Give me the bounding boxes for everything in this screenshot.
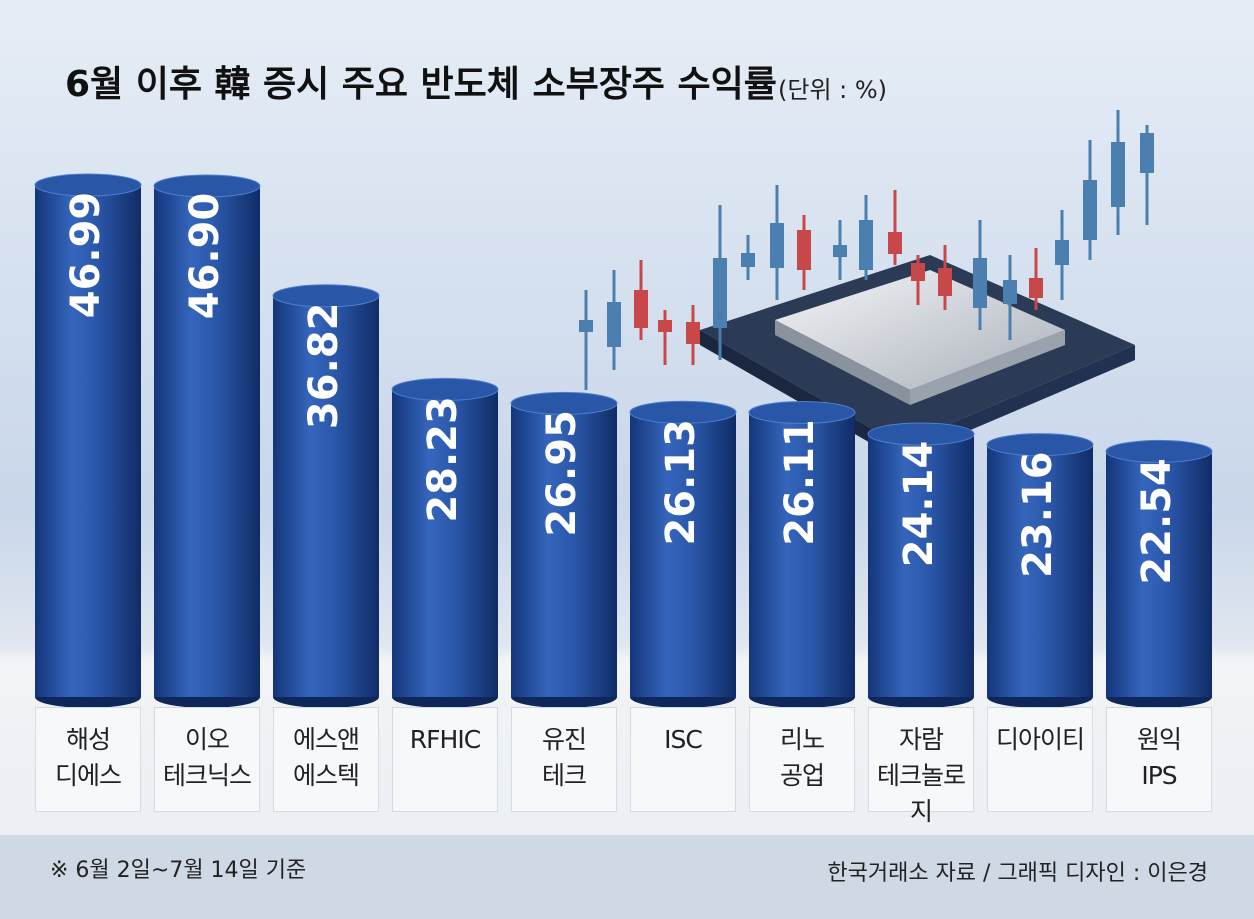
- value-label: 36.82: [301, 303, 347, 430]
- bar: [868, 433, 974, 697]
- category-label: 이오 테크닉스: [154, 707, 260, 812]
- value-label: 26.13: [658, 419, 704, 546]
- bar: [987, 444, 1093, 697]
- category-label: RFHIC: [392, 707, 498, 812]
- value-label: 26.95: [539, 410, 585, 537]
- bar: [1106, 451, 1212, 697]
- category-label: 자람 테크놀로지: [868, 707, 974, 826]
- value-label: 22.54: [1134, 458, 1180, 585]
- bar: [749, 412, 855, 697]
- bar-top: [391, 377, 499, 401]
- bar-top: [867, 422, 975, 446]
- bar: [154, 185, 260, 697]
- chart-subtitle: (단위 : %): [778, 76, 887, 104]
- category-label: 에스앤 에스텍: [273, 707, 379, 812]
- value-label: 46.99: [63, 192, 109, 319]
- category-label: 리노 공업: [749, 707, 855, 812]
- bar-top: [510, 391, 618, 415]
- bar-top: [34, 173, 142, 197]
- bar-top: [153, 174, 261, 198]
- bar-top: [629, 400, 737, 424]
- value-label: 23.16: [1015, 451, 1061, 578]
- footnote: ※ 6월 2일~7월 14일 기준: [50, 858, 306, 883]
- value-label: 24.14: [896, 441, 942, 568]
- bar: [35, 185, 141, 697]
- category-label: 디아이티: [987, 707, 1093, 812]
- category-label: 유진 테크: [511, 707, 617, 812]
- bar: [273, 295, 379, 697]
- value-label: 26.11: [777, 419, 823, 546]
- chip-illustration: [579, 110, 1154, 460]
- bar-top: [986, 433, 1094, 457]
- chart-title: 6월 이후 韓 증시 주요 반도체 소부장주 수익률: [65, 64, 777, 105]
- category-label: 해성 디에스: [35, 707, 141, 812]
- bar: [511, 403, 617, 697]
- footer-band: [0, 835, 1254, 919]
- bar: [630, 412, 736, 697]
- category-label: ISC: [630, 707, 736, 812]
- category-label: 원익 IPS: [1106, 707, 1212, 812]
- bar-top: [272, 284, 380, 308]
- bar-top: [748, 401, 856, 425]
- bar: [392, 389, 498, 697]
- value-label: 28.23: [420, 396, 466, 523]
- source: 한국거래소 자료 / 그래픽 디자인 : 이은경: [827, 861, 1208, 886]
- bar-top: [1105, 439, 1213, 463]
- value-label: 46.90: [182, 193, 228, 320]
